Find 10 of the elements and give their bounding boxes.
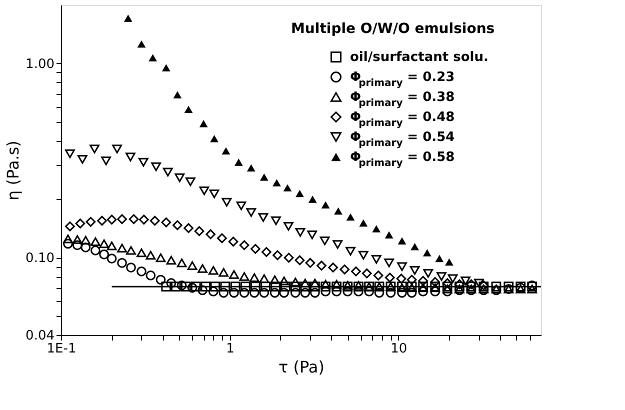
x-tick-label: 1E-1 (46, 342, 76, 356)
legend-title: Multiple O/W/O emulsions (291, 21, 495, 37)
y-tick-label: 0.04 (26, 328, 54, 344)
legend-label: oil/surfactant solu. (350, 50, 488, 65)
x-tick-label: 1 (226, 342, 234, 356)
x-tick-label: 10 (390, 342, 408, 356)
y-axis-title: η (Pa.s) (4, 140, 23, 200)
x-axis-title: τ (Pa) (278, 358, 324, 376)
y-tick-label: 0.10 (26, 251, 54, 266)
y-tick-label: 1.00 (26, 56, 54, 72)
